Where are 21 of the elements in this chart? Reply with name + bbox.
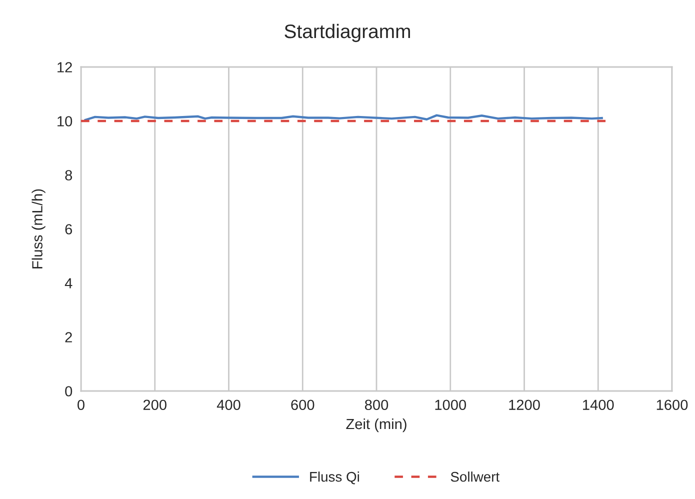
y-tick-label: 2 (65, 332, 72, 342)
x-tick-label: 1000 (435, 400, 466, 410)
x-tick-label: 0 (78, 400, 84, 410)
x-tick-label: 200 (143, 400, 166, 410)
y-tick-label: 12 (58, 62, 72, 72)
x-tick-label: 600 (291, 400, 314, 410)
y-tick-label: 6 (65, 224, 72, 234)
x-tick-label: 400 (216, 400, 240, 410)
legend-label: Sollwert (450, 472, 500, 482)
y-tick-label: 8 (65, 170, 72, 180)
y-tick-label: 10 (58, 116, 72, 126)
x-tick-label: 1600 (656, 400, 688, 410)
x-axis-title: Zeit (min) (346, 418, 406, 432)
y-tick-label: 0 (65, 386, 72, 396)
x-tick-label: 1400 (583, 400, 614, 410)
x-tick-label: 1200 (509, 400, 540, 410)
y-axis-title: Fluss (mL/h) (32, 189, 46, 268)
legend-label: Fluss Qi (310, 472, 359, 484)
y-tick-label: 4 (64, 278, 72, 288)
x-tick-label: 800 (364, 400, 388, 410)
chart-title: Startdiagramm (284, 24, 410, 42)
